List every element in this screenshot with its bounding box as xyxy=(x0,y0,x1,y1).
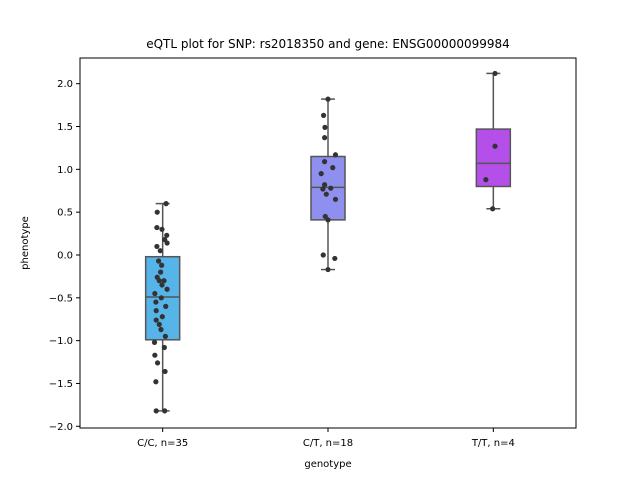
data-point xyxy=(320,112,327,118)
data-point xyxy=(154,224,160,231)
data-point xyxy=(154,360,161,366)
data-point xyxy=(158,295,164,301)
box xyxy=(475,128,512,188)
box-group xyxy=(475,70,512,212)
box xyxy=(310,155,346,221)
data-point xyxy=(323,191,329,197)
data-point xyxy=(158,269,164,275)
data-point xyxy=(483,177,489,183)
x-axis: C/C, n=35 C/T, n=18 T/T, n=4 xyxy=(137,428,515,449)
data-point xyxy=(332,196,339,202)
data-point xyxy=(153,308,159,314)
data-point xyxy=(164,286,170,292)
data-point xyxy=(325,96,331,102)
data-point xyxy=(164,240,170,246)
data-point xyxy=(159,226,165,232)
y-tick-label: 0.5 xyxy=(57,208,73,219)
data-point xyxy=(322,124,328,130)
data-point xyxy=(332,152,339,158)
y-tick-label: 2.0 xyxy=(57,79,73,90)
data-point xyxy=(490,206,496,212)
data-point xyxy=(157,248,163,254)
data-point xyxy=(322,182,328,188)
data-point xyxy=(156,321,162,327)
y-axis-label: phenotype xyxy=(20,216,31,270)
data-point xyxy=(325,266,331,273)
data-point xyxy=(162,408,168,414)
box-group xyxy=(310,96,346,273)
data-point xyxy=(325,217,331,223)
x-tick-label: C/C, n=35 xyxy=(137,438,188,449)
y-tick-label: −2.0 xyxy=(49,422,73,433)
data-point xyxy=(164,232,170,238)
y-tick-label: −0.5 xyxy=(49,293,73,304)
y-tick-label: 0.0 xyxy=(57,250,73,261)
data-point xyxy=(322,135,328,141)
data-point xyxy=(159,314,165,320)
data-point xyxy=(163,303,169,309)
data-point xyxy=(322,159,328,165)
data-point xyxy=(152,290,158,297)
x-tick-label: T/T, n=4 xyxy=(471,438,515,449)
data-point xyxy=(163,201,169,207)
data-point xyxy=(151,339,158,345)
data-point xyxy=(153,379,159,385)
data-point xyxy=(332,255,338,262)
data-point xyxy=(153,317,159,323)
y-axis: −2.0 −1.5 −1.0 −0.5 0.0 0.5 1.0 1.5 2.0 xyxy=(49,79,80,433)
y-tick-label: 1.0 xyxy=(57,165,73,176)
x-axis-label: genotype xyxy=(304,459,351,470)
data-point xyxy=(161,344,167,351)
data-point xyxy=(152,352,158,358)
data-point xyxy=(320,186,326,192)
y-tick-label: 1.5 xyxy=(57,122,73,133)
data-point xyxy=(153,408,159,414)
x-tick-label: C/T, n=18 xyxy=(303,438,353,449)
data-point xyxy=(162,368,168,375)
data-point xyxy=(156,278,162,284)
data-point xyxy=(154,243,160,250)
data-point xyxy=(158,326,164,333)
data-point xyxy=(318,171,324,177)
plot-area xyxy=(144,70,512,414)
data-point xyxy=(162,333,168,339)
data-point xyxy=(492,143,498,149)
data-point xyxy=(330,165,336,171)
data-point xyxy=(159,262,165,268)
chart-title: eQTL plot for SNP: rs2018350 and gene: E… xyxy=(146,37,510,51)
data-point xyxy=(155,258,162,264)
y-tick-label: −1.0 xyxy=(49,336,73,347)
data-point xyxy=(161,278,167,284)
data-point xyxy=(492,70,498,77)
data-point xyxy=(154,209,160,215)
data-point xyxy=(320,252,326,258)
data-point xyxy=(159,282,165,288)
data-point xyxy=(328,185,334,191)
data-point xyxy=(153,299,159,305)
y-tick-label: −1.5 xyxy=(49,379,73,390)
box-group xyxy=(144,201,181,414)
